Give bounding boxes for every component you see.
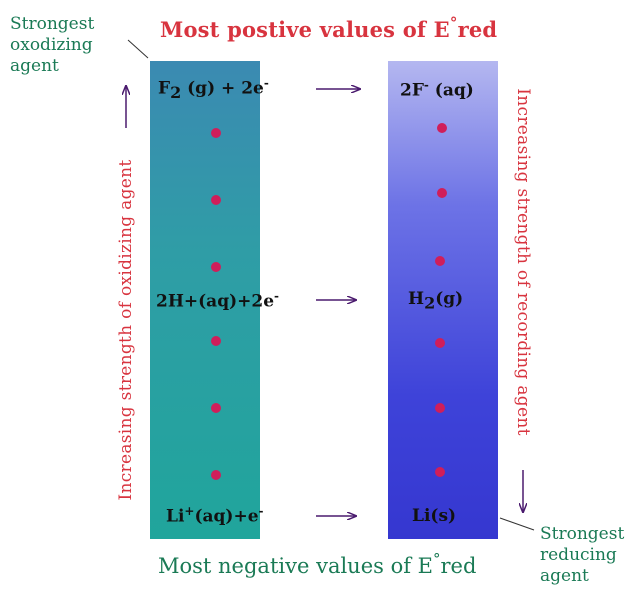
right-dot xyxy=(435,403,445,413)
right-dot xyxy=(435,256,445,266)
reductant-f-minus: 2F- (aq) xyxy=(400,78,474,101)
top-title: Most postive values of E°red xyxy=(160,14,498,42)
left-dot xyxy=(211,470,221,480)
reducing-column xyxy=(388,61,498,539)
right-dot xyxy=(437,123,447,133)
reducing-pointer xyxy=(499,517,535,531)
strongest-reducing-label: Strongest reducing agent xyxy=(540,524,625,586)
right-dot xyxy=(435,338,445,348)
left-dot xyxy=(211,262,221,272)
left-dot xyxy=(211,336,221,346)
left-dot xyxy=(211,195,221,205)
oxidizing-column xyxy=(150,61,260,539)
oxidant-h-plus: 2H+(aq)+2e- xyxy=(156,289,279,312)
strongest-oxidizing-label: Strongest oxodizing agent xyxy=(10,14,95,76)
bottom-title: Most negative values of E°red xyxy=(158,550,477,578)
right-dot xyxy=(437,188,447,198)
oxidant-f2: F2 (g) + 2e- xyxy=(158,76,269,103)
left-dot xyxy=(211,403,221,413)
right-dot xyxy=(435,467,445,477)
oxidant-li-plus: Li+(aq)+e- xyxy=(166,504,264,527)
reductant-li: Li(s) xyxy=(412,506,457,526)
oxidizing-pointer xyxy=(127,39,149,59)
left-dot xyxy=(211,128,221,138)
reductant-h2: H2(g) xyxy=(408,289,464,313)
